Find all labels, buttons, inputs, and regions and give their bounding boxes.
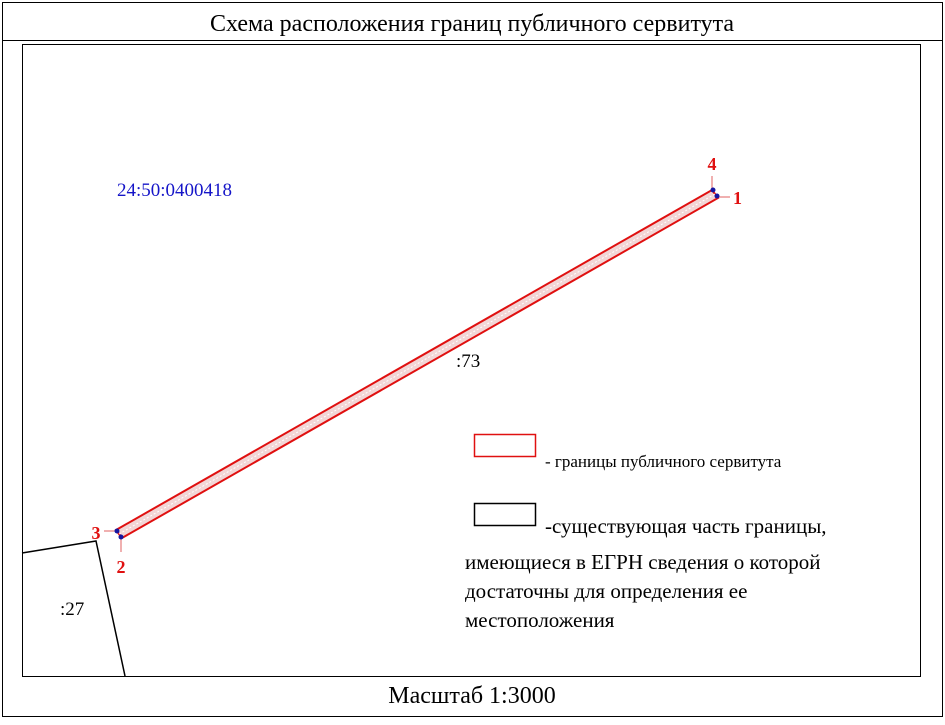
point bbox=[118, 534, 124, 540]
point-label: 4 bbox=[708, 154, 717, 174]
legend-swatch-black bbox=[473, 502, 537, 527]
legend-text: - границы публичного сервитута bbox=[545, 452, 782, 471]
legend-text: -существующая часть границы, bbox=[545, 514, 827, 538]
servitude-boundary bbox=[114, 188, 720, 540]
parcel-label: :27 bbox=[60, 599, 84, 620]
legend-swatch-red bbox=[473, 433, 537, 458]
title: Схема расположения границ публичного сер… bbox=[210, 11, 734, 37]
map-frame bbox=[22, 44, 921, 677]
parcel-label: :73 bbox=[456, 351, 480, 372]
point-label: 2 bbox=[117, 557, 126, 577]
legend-text: имеющиеся в ЕГРН сведения о которой bbox=[465, 550, 821, 574]
point bbox=[114, 528, 120, 534]
legend-text: местоположения bbox=[465, 608, 615, 632]
point-label: 1 bbox=[733, 188, 742, 208]
legend-text: достаточны для определения ее bbox=[465, 579, 747, 603]
scale: Масштаб 1:3000 bbox=[388, 683, 555, 709]
point bbox=[714, 193, 720, 199]
quarter-number: 24:50:0400418 bbox=[117, 180, 232, 201]
point-label: 3 bbox=[92, 523, 101, 543]
point bbox=[710, 187, 716, 193]
parcel-boundary bbox=[21, 540, 126, 677]
